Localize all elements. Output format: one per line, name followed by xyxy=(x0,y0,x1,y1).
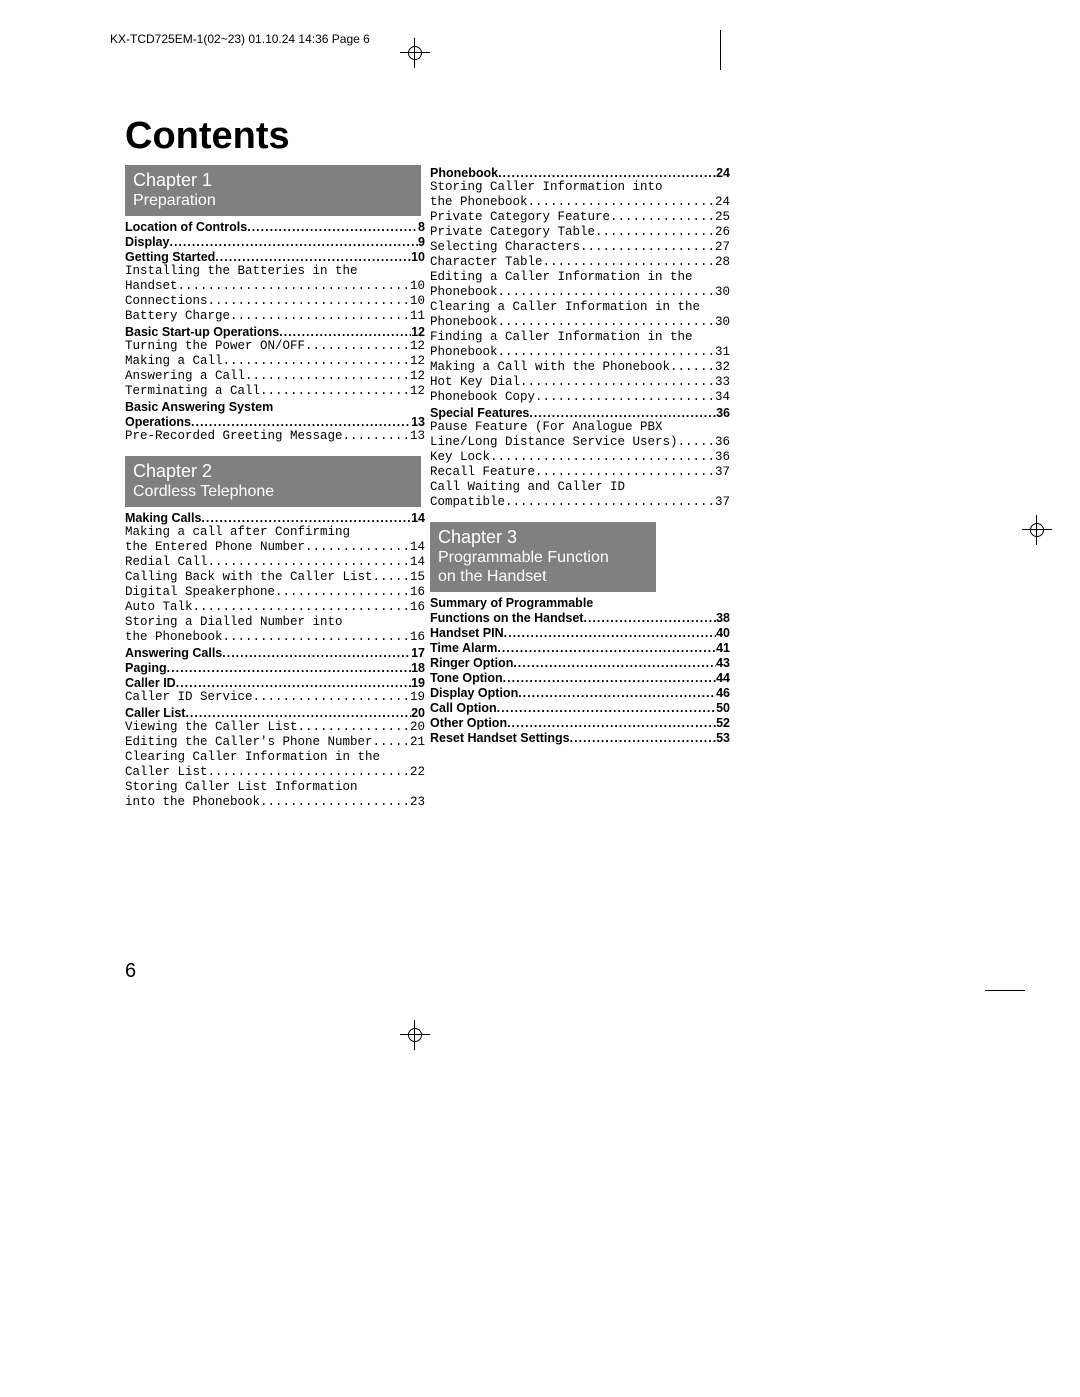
toc-sub: Pause Feature (For Analogue PBX xyxy=(430,420,730,435)
toc-sub: Storing a Dialled Number into xyxy=(125,615,425,630)
column-right: Phonebook 24 Storing Caller Information … xyxy=(430,165,730,745)
toc-sub: Selecting Characters27 xyxy=(430,240,730,255)
toc-sub: into the Phonebook23 xyxy=(125,795,425,810)
toc-sub: Clearing a Caller Information in the xyxy=(430,300,730,315)
toc-section: Other Option 52 xyxy=(430,716,730,730)
toc-section: Paging 18 xyxy=(125,661,425,675)
page-number: 6 xyxy=(125,960,136,983)
toc-sub: Making a call after Confirming xyxy=(125,525,425,540)
toc-sub: Editing a Caller Information in the xyxy=(430,270,730,285)
toc-sub: Private Category Table26 xyxy=(430,225,730,240)
toc-sub: Editing the Caller's Phone Number21 xyxy=(125,735,425,750)
toc-section: Summary of Programmable xyxy=(430,596,730,610)
toc-section: Caller ID 19 xyxy=(125,676,425,690)
toc-sub: Pre-Recorded Greeting Message13 xyxy=(125,429,425,444)
toc-sub: Phonebook31 xyxy=(430,345,730,360)
toc-section: Location of Controls 8 xyxy=(125,220,425,234)
toc-sub: Turning the Power ON/OFF12 xyxy=(125,339,425,354)
toc-sub: Call Waiting and Caller ID xyxy=(430,480,730,495)
toc-section: Display Option 46 xyxy=(430,686,730,700)
toc-sub: Redial Call14 xyxy=(125,555,425,570)
toc-sub: Viewing the Caller List20 xyxy=(125,720,425,735)
toc-section: Getting Started 10 xyxy=(125,250,425,264)
toc-sub: Connections10 xyxy=(125,294,425,309)
column-left: Chapter 1Preparation Location of Controls… xyxy=(125,165,425,822)
toc-section: Handset PIN 40 xyxy=(430,626,730,640)
toc-section: Functions on the Handset 38 xyxy=(430,611,730,625)
toc-sub: Phonebook Copy34 xyxy=(430,390,730,405)
toc-section: Ringer Option 43 xyxy=(430,656,730,670)
registration-mark-bottom-right xyxy=(985,990,1025,991)
toc-section: Operations 13 xyxy=(125,415,425,429)
toc-sub: Caller ID Service19 xyxy=(125,690,425,705)
toc-section: Basic Answering System xyxy=(125,400,425,414)
toc-sub: Storing Caller List Information xyxy=(125,780,425,795)
toc-sub: Compatible37 xyxy=(430,495,730,510)
print-header: KX-TCD725EM-1(02~23) 01.10.24 14:36 Page… xyxy=(110,32,370,46)
toc-sub: Phonebook30 xyxy=(430,315,730,330)
crop-mark-bottom xyxy=(400,1020,430,1050)
toc-section: Caller List 20 xyxy=(125,706,425,720)
toc-section: Tone Option 44 xyxy=(430,671,730,685)
toc-sub: the Phonebook16 xyxy=(125,630,425,645)
toc-sub: Making a Call with the Phonebook32 xyxy=(430,360,730,375)
toc-section: Call Option 50 xyxy=(430,701,730,715)
toc-sub: Phonebook30 xyxy=(430,285,730,300)
chapter-header: Chapter 1Preparation xyxy=(125,165,421,216)
toc-sub: the Entered Phone Number14 xyxy=(125,540,425,555)
toc-sub: Battery Charge11 xyxy=(125,309,425,324)
toc-section: Basic Start-up Operations 12 xyxy=(125,325,425,339)
toc-sub: Auto Talk16 xyxy=(125,600,425,615)
toc-sub: Terminating a Call12 xyxy=(125,384,425,399)
toc-sub: Character Table28 xyxy=(430,255,730,270)
toc-sub: Caller List22 xyxy=(125,765,425,780)
toc-sub: Calling Back with the Caller List15 xyxy=(125,570,425,585)
toc-sub: Key Lock36 xyxy=(430,450,730,465)
toc-sub: Line/Long Distance Service Users)36 xyxy=(430,435,730,450)
toc-section: Time Alarm 41 xyxy=(430,641,730,655)
toc-sub: Handset10 xyxy=(125,279,425,294)
toc-sub: the Phonebook24 xyxy=(430,195,730,210)
toc-sub: Recall Feature37 xyxy=(430,465,730,480)
registration-mark-top xyxy=(720,30,721,70)
toc-sub: Private Category Feature25 xyxy=(430,210,730,225)
chapter-header: Chapter 2Cordless Telephone xyxy=(125,456,421,507)
toc-section: Display 9 xyxy=(125,235,425,249)
toc-section: Phonebook 24 xyxy=(430,166,730,180)
chapter-header: Chapter 3Programmable Functionon the Han… xyxy=(430,522,656,592)
toc-section: Reset Handset Settings 53 xyxy=(430,731,730,745)
toc-sub: Finding a Caller Information in the xyxy=(430,330,730,345)
toc-section: Answering Calls 17 xyxy=(125,646,425,660)
crop-mark-top xyxy=(400,38,430,68)
registration-mark-right xyxy=(1022,515,1052,545)
toc-sub: Clearing Caller Information in the xyxy=(125,750,425,765)
toc-sub: Answering a Call12 xyxy=(125,369,425,384)
toc-sub: Digital Speakerphone16 xyxy=(125,585,425,600)
toc-sub: Hot Key Dial33 xyxy=(430,375,730,390)
toc-section: Making Calls 14 xyxy=(125,511,425,525)
toc-section: Special Features 36 xyxy=(430,406,730,420)
toc-sub: Storing Caller Information into xyxy=(430,180,730,195)
page-title: Contents xyxy=(125,115,290,158)
toc-sub: Installing the Batteries in the xyxy=(125,264,425,279)
toc-sub: Making a Call12 xyxy=(125,354,425,369)
